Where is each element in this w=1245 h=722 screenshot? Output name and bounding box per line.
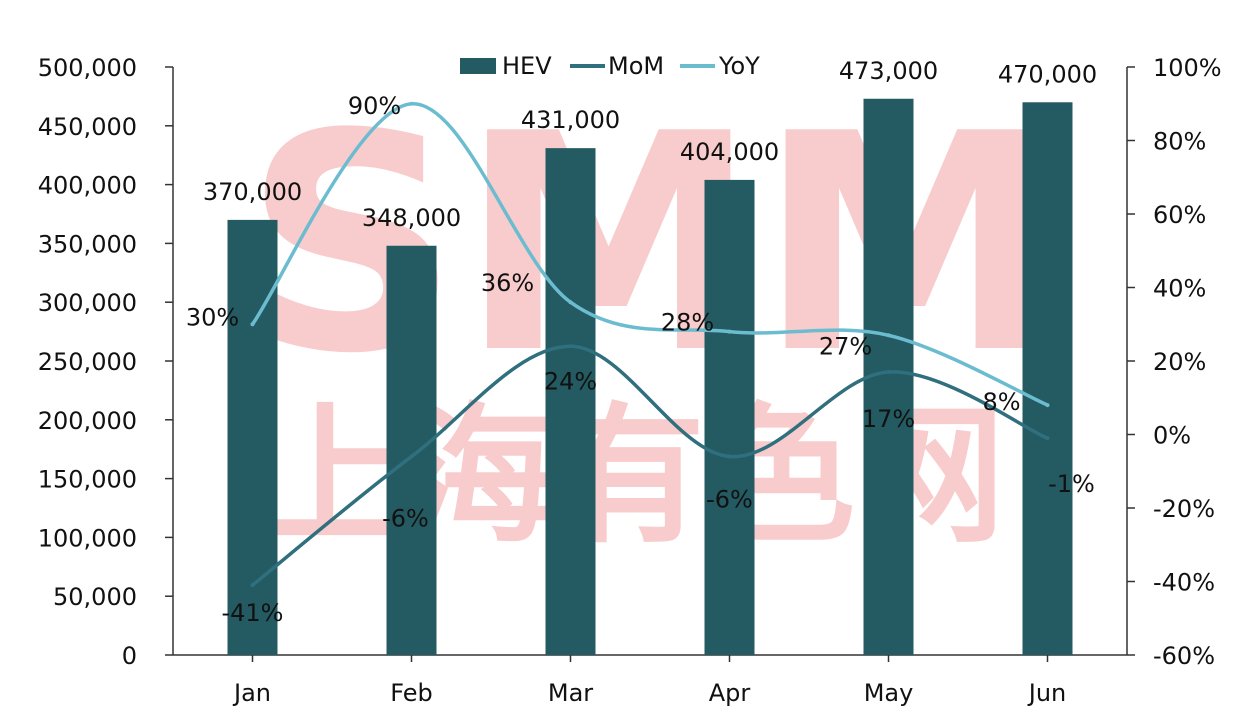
data-label-yoy: 90% — [348, 92, 401, 120]
x-tick-label: Jan — [232, 679, 271, 707]
point-mom — [250, 583, 255, 588]
right-tick-label: 40% — [1153, 275, 1206, 303]
line-yoy — [250, 101, 1050, 407]
point-mom — [409, 454, 414, 459]
x-tick-label: Jun — [1027, 679, 1067, 707]
data-label-hev: 473,000 — [839, 57, 938, 85]
data-label-hev: 370,000 — [203, 178, 302, 206]
point-yoy — [409, 101, 414, 106]
watermark: SMM 上海有色网 — [243, 70, 1056, 564]
left-tick-label: 450,000 — [38, 113, 137, 141]
line-series — [250, 101, 1050, 588]
bar-hev — [386, 245, 437, 655]
x-tick-label: Apr — [709, 679, 751, 707]
right-tick-label: -40% — [1153, 569, 1215, 597]
legend-label-hev: HEV — [502, 52, 552, 80]
data-label-yoy: 30% — [186, 303, 239, 331]
legend-swatch-hev — [460, 58, 496, 74]
left-tick-label: 300,000 — [38, 289, 137, 317]
left-tick-label: 350,000 — [38, 230, 137, 258]
right-tick-label: -20% — [1153, 495, 1215, 523]
right-tick-label: 0% — [1153, 422, 1191, 450]
data-label-mom: -6% — [382, 505, 429, 533]
point-yoy — [250, 322, 255, 327]
right-tick-label: -60% — [1153, 642, 1215, 670]
data-label-yoy: 8% — [982, 388, 1020, 416]
bar-hev — [704, 179, 755, 655]
left-tick-label: 250,000 — [38, 348, 137, 376]
point-mom — [886, 370, 891, 375]
data-label-yoy: 27% — [819, 332, 872, 360]
bar-hev — [545, 148, 596, 656]
data-label-mom: 24% — [544, 367, 597, 395]
x-tick-label: May — [864, 679, 914, 707]
left-tick-label: 50,000 — [53, 583, 137, 611]
data-labels: 370,000 348,000 431,000 404,000 473,000 470,0… — [186, 57, 1097, 627]
data-label-hev: 348,000 — [362, 204, 461, 232]
right-tick-label: 80% — [1153, 128, 1206, 156]
left-tick-label: 500,000 — [38, 54, 137, 82]
bar-series-hev — [227, 98, 1073, 656]
bar-hev — [227, 219, 278, 655]
data-label-mom: -6% — [706, 486, 753, 514]
data-label-mom: -1% — [1048, 470, 1095, 498]
point-yoy — [1045, 403, 1050, 408]
data-label-mom: -41% — [221, 599, 283, 627]
data-label-hev: 470,000 — [998, 60, 1097, 88]
right-tick-label: 100% — [1153, 54, 1222, 82]
left-tick-label: 400,000 — [38, 172, 137, 200]
legend-label-yoy: YoY — [718, 52, 760, 80]
watermark-logo-text: SMM — [243, 70, 1056, 419]
line-mom — [250, 344, 1050, 587]
x-tick-label: Feb — [390, 679, 433, 707]
left-tick-label: 200,000 — [38, 407, 137, 435]
data-label-mom: 17% — [862, 405, 915, 433]
left-tick-label: 100,000 — [38, 524, 137, 552]
point-yoy — [568, 300, 573, 305]
axes: 0 50,000 100,000 150,000 200,000 250,000 300,0… — [38, 54, 1222, 707]
left-tick-label: 0 — [122, 642, 137, 670]
right-tick-label: 60% — [1153, 201, 1206, 229]
legend: HEV MoM YoY — [460, 52, 760, 80]
point-mom — [727, 454, 732, 459]
data-label-hev: 431,000 — [521, 106, 620, 134]
legend-label-mom: MoM — [608, 52, 664, 80]
point-yoy — [727, 329, 732, 334]
left-tick-label: 150,000 — [38, 466, 137, 494]
point-mom — [1045, 436, 1050, 441]
point-mom — [568, 344, 573, 349]
point-yoy — [886, 333, 891, 338]
right-tick-label: 20% — [1153, 348, 1206, 376]
x-tick-label: Mar — [548, 679, 593, 707]
data-label-hev: 404,000 — [680, 138, 779, 166]
data-label-yoy: 28% — [661, 309, 714, 337]
bar-hev — [1022, 102, 1073, 655]
data-label-yoy: 36% — [481, 269, 534, 297]
